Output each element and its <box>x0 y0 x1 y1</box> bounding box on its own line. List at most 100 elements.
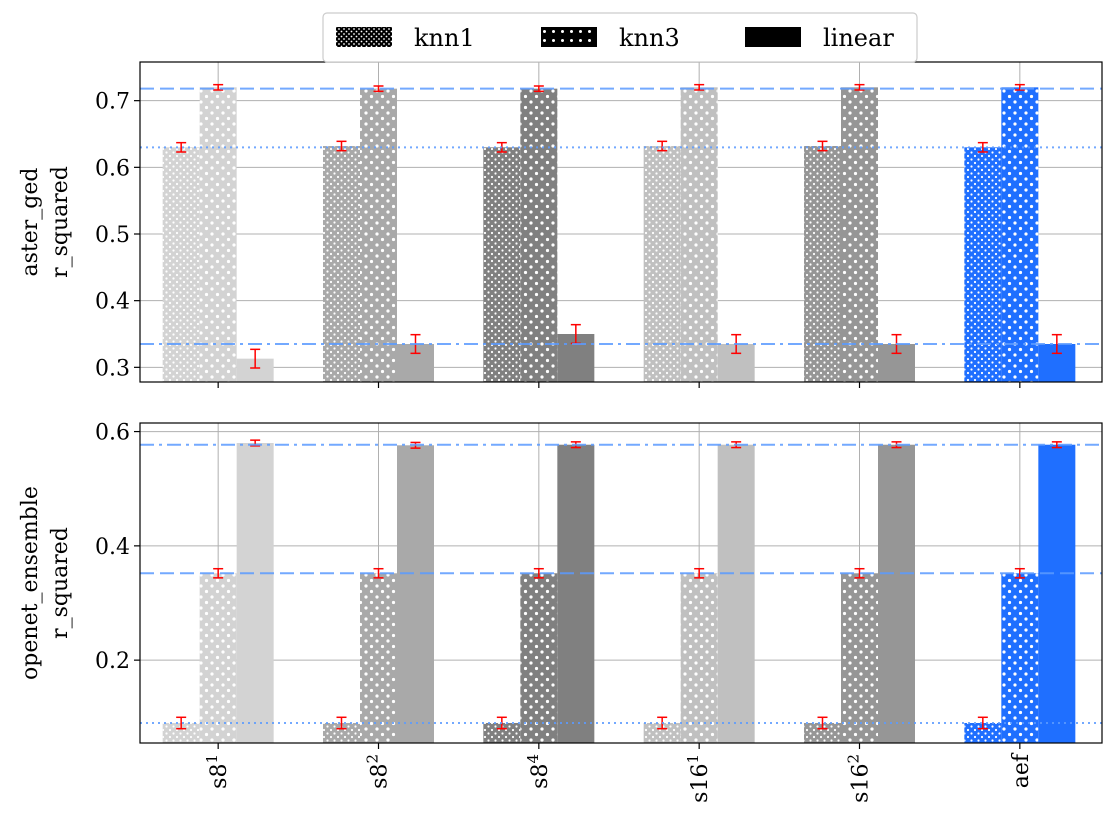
bar-hatch-knn3 <box>520 573 558 743</box>
x-tick-label: s162 <box>845 754 874 803</box>
x-tick-label-superscript: 4 <box>524 754 542 764</box>
x-tick-label-base: aef <box>1009 752 1034 788</box>
x-tick-label-base: s8 <box>207 764 232 789</box>
y-axis-label-line1: openet_ensemble <box>18 486 43 680</box>
bar-hatch-knn3 <box>1001 87 1039 382</box>
error-bar <box>1014 567 1025 579</box>
x-tick-label-superscript: 1 <box>203 754 221 764</box>
bar-linear <box>397 445 434 743</box>
bar-hatch-knn3 <box>841 573 878 743</box>
x-tick-label: s82 <box>364 754 393 789</box>
legend-swatch-linear <box>745 27 801 47</box>
legend-label-linear: linear <box>823 24 894 52</box>
error-bar <box>176 141 187 153</box>
bar-hatch-knn1 <box>804 723 841 743</box>
x-tick-label-superscript: 1 <box>684 754 702 764</box>
error-bar <box>1014 83 1025 91</box>
y-tick-label: 0.6 <box>95 421 130 446</box>
legend-item-knn1: knn1 <box>336 24 475 52</box>
bar-hatch-knn3 <box>841 87 878 382</box>
bar-hatch-knn1 <box>323 723 360 743</box>
legend-swatch-knn1 <box>336 27 392 47</box>
y-tick-label: 0.6 <box>95 156 130 181</box>
error-bar <box>854 83 865 91</box>
error-bar <box>854 567 865 579</box>
y-axis-label-line2: r_squared <box>48 166 73 278</box>
bar-linear <box>717 444 755 743</box>
bar-hatch-knn3 <box>199 87 237 382</box>
error-bar <box>213 83 224 91</box>
error-bar <box>657 140 668 152</box>
x-tick-label-superscript: 2 <box>364 754 382 764</box>
x-tick-label-base: s16 <box>849 764 874 803</box>
bar-hatch-knn3 <box>520 88 558 383</box>
bar-linear <box>1038 444 1076 743</box>
x-tick-label-base: s8 <box>368 764 393 789</box>
error-bar <box>373 85 384 93</box>
error-bar <box>817 716 828 730</box>
bar-hatch-knn1 <box>643 723 681 743</box>
bar-hatch-knn3 <box>680 87 718 382</box>
bar-hatch-knn1 <box>483 723 521 743</box>
bar-hatch-knn1 <box>964 147 1002 382</box>
bar-linear <box>236 443 274 743</box>
y-tick-label: 0.3 <box>95 356 130 381</box>
error-bar <box>373 567 384 579</box>
bar-hatch-knn1 <box>483 147 521 382</box>
error-bar <box>176 716 187 730</box>
x-tick-label-superscript: 2 <box>845 754 863 764</box>
y-tick-label: 0.7 <box>95 90 130 115</box>
error-bar <box>694 567 705 579</box>
legend-item-linear: linear <box>745 24 894 52</box>
error-bar <box>213 567 224 579</box>
bar-linear <box>557 444 595 743</box>
bar-hatch-knn1 <box>162 723 200 743</box>
bar-hatch-knn3 <box>360 88 397 383</box>
bar-hatch-knn1 <box>323 146 360 382</box>
bar-hatch-knn3 <box>360 573 397 743</box>
bar-hatch-knn3 <box>1001 573 1039 743</box>
error-bar <box>533 567 544 579</box>
x-tick-label: aef <box>1009 752 1034 788</box>
y-tick-label: 0.4 <box>95 535 130 560</box>
legend-label-knn1: knn1 <box>414 24 475 52</box>
bar-hatch-knn1 <box>964 723 1002 743</box>
legend-frame <box>322 12 918 63</box>
error-bar <box>250 348 261 369</box>
bar-linear <box>878 444 915 743</box>
y-tick-label: 0.4 <box>95 290 130 315</box>
plot-frame <box>139 422 1103 744</box>
error-bar <box>336 140 347 152</box>
x-tick-label-base: s16 <box>688 764 713 803</box>
chart-legend: knn1 knn3 linear <box>322 12 918 63</box>
chart-panel-2: 0.2 0.4 0.6 openet_ensemble r_squared <box>18 421 1103 749</box>
legend-swatch-knn3 <box>541 27 597 47</box>
y-axis-label: openet_ensemble r_squared <box>18 486 73 680</box>
y-axis-label: aster_ged r_squared <box>18 166 73 278</box>
error-bar <box>817 140 828 152</box>
error-bar <box>336 716 347 730</box>
error-bar <box>977 141 988 153</box>
chart-panel-1: 0.3 0.4 0.5 0.6 0.7 aster_ged r_squared <box>18 61 1103 388</box>
error-bar <box>533 85 544 93</box>
error-bar <box>1051 441 1062 449</box>
bar-hatch-knn1 <box>162 147 200 382</box>
legend-label-knn3: knn3 <box>619 24 680 52</box>
error-bar <box>1051 333 1062 355</box>
legend-item-knn3: knn3 <box>541 24 680 52</box>
x-tick-label: s161 <box>684 754 713 803</box>
bar-hatch-knn3 <box>680 573 718 743</box>
x-tick-label: s81 <box>203 754 232 789</box>
plot-frame <box>139 61 1103 383</box>
x-tick-label: s84 <box>524 754 553 789</box>
y-axis-label-line1: aster_ged <box>18 168 43 277</box>
y-tick-label: 0.2 <box>95 649 130 674</box>
bar-hatch-knn1 <box>804 146 841 382</box>
bar-hatch-knn1 <box>643 146 681 382</box>
error-bar <box>977 716 988 730</box>
bar-hatch-knn3 <box>199 573 237 743</box>
y-tick-label: 0.5 <box>95 223 130 248</box>
y-axis-label-line2: r_squared <box>48 527 73 639</box>
